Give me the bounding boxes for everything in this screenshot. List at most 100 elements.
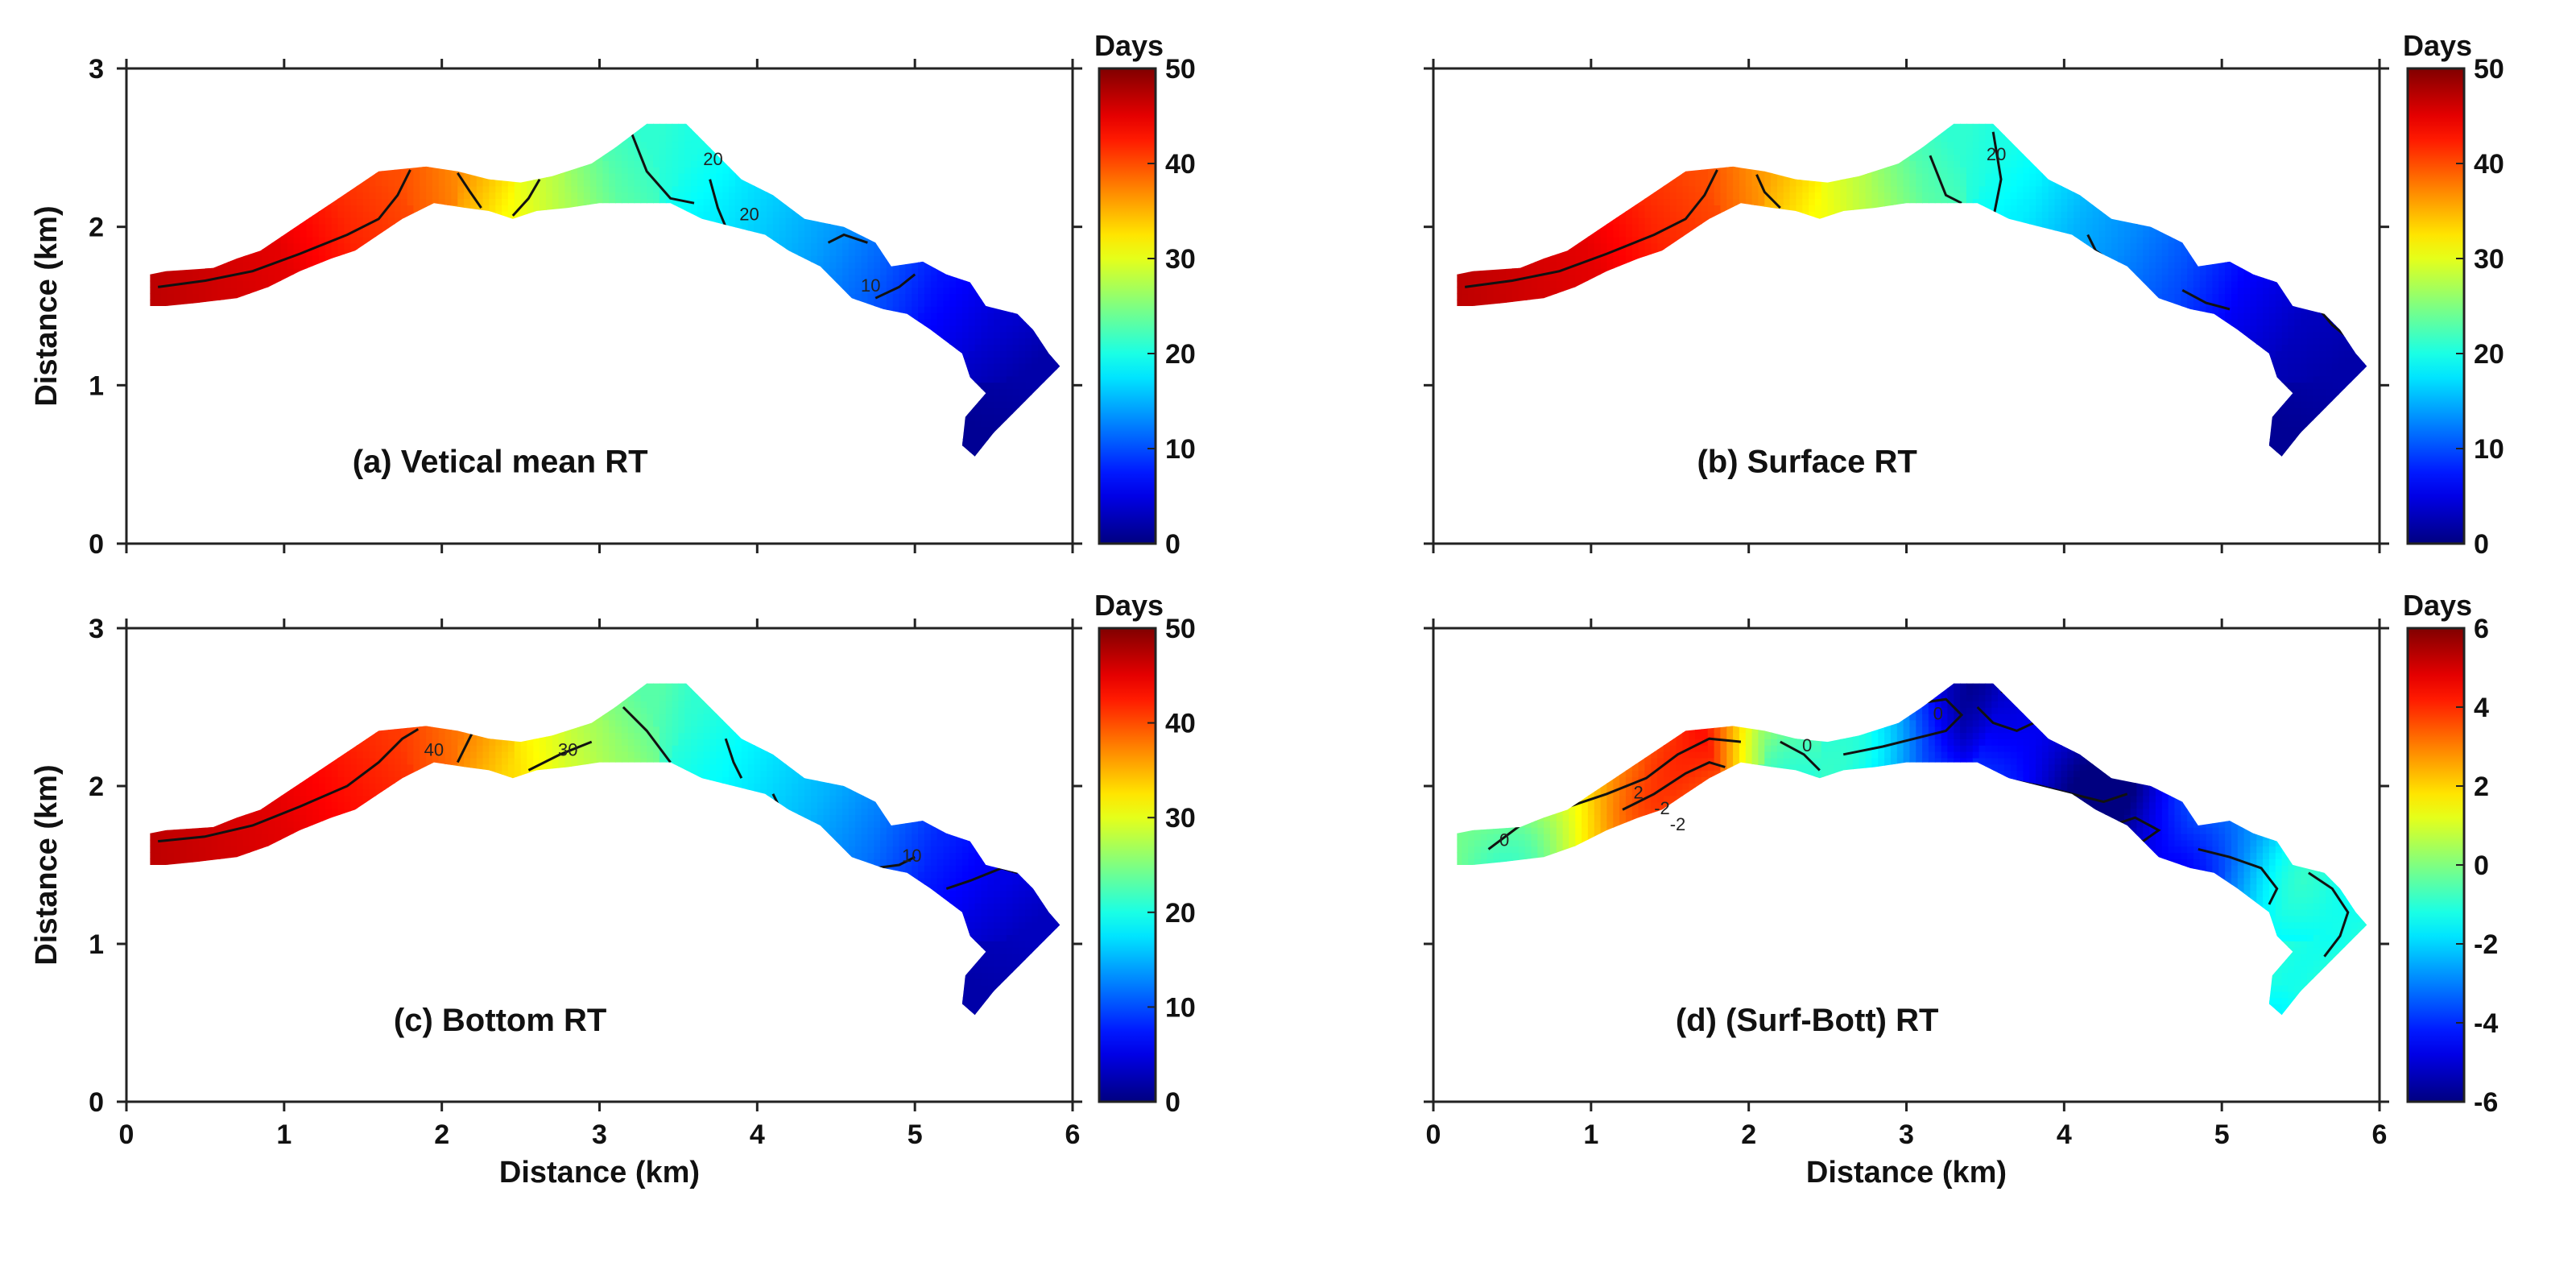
heatmap-cell <box>507 236 515 244</box>
heatmap-cell <box>382 211 389 218</box>
heatmap-cell <box>426 306 433 313</box>
heatmap-cell <box>211 401 219 408</box>
heatmap-cell <box>382 230 389 238</box>
heatmap-cell <box>280 249 288 256</box>
heatmap-cell <box>249 255 257 263</box>
heatmap-cell <box>275 147 282 155</box>
heatmap-cell <box>533 312 540 320</box>
heatmap-cell <box>413 141 420 149</box>
heatmap-cell <box>167 350 175 358</box>
heatmap-cell <box>388 300 395 307</box>
heatmap-cell <box>413 236 420 244</box>
heatmap-cell <box>552 300 560 307</box>
heatmap-cell <box>344 350 351 358</box>
heatmap-cell <box>697 141 705 149</box>
heatmap-cell <box>394 185 402 193</box>
heatmap-cell <box>382 407 389 415</box>
heatmap-cell <box>451 401 458 408</box>
heatmap-cell <box>382 205 389 212</box>
heatmap-cell <box>615 337 622 345</box>
heatmap-cell <box>150 172 155 180</box>
heatmap-cell <box>659 123 667 130</box>
heatmap-cell <box>199 293 206 300</box>
heatmap-cell <box>647 141 654 149</box>
heatmap-cell <box>558 274 566 282</box>
heatmap-cell <box>444 337 453 345</box>
heatmap-cell <box>211 198 219 205</box>
heatmap-cell <box>482 337 490 345</box>
heatmap-cell <box>306 407 313 415</box>
heatmap-cell <box>331 141 339 149</box>
heatmap-cell <box>255 388 263 395</box>
heatmap-cell <box>432 205 440 212</box>
heatmap-cell <box>621 236 629 244</box>
heatmap-cell <box>318 154 326 161</box>
heatmap-cell <box>230 300 238 307</box>
heatmap-cell <box>230 451 238 457</box>
heatmap-cell <box>665 134 673 143</box>
heatmap-cell <box>186 407 193 415</box>
heatmap-cell <box>615 267 622 275</box>
heatmap-cell <box>672 116 680 123</box>
heatmap-cell <box>242 445 250 453</box>
heatmap-cell <box>224 267 231 275</box>
heatmap-cell <box>350 255 358 263</box>
heatmap-cell <box>609 141 616 149</box>
heatmap-cell <box>691 116 698 123</box>
heatmap-cell <box>230 255 238 263</box>
heatmap-cell <box>150 261 155 269</box>
heatmap-cell <box>161 116 168 123</box>
heatmap-cell <box>622 116 629 123</box>
heatmap-cell <box>344 388 351 395</box>
heatmap-cell <box>571 223 578 231</box>
heatmap-cell <box>451 388 458 395</box>
heatmap-cell <box>344 223 351 231</box>
heatmap-cell <box>691 123 698 130</box>
heatmap-cell <box>255 375 263 383</box>
heatmap-cell <box>621 312 629 320</box>
heatmap-cell <box>432 293 440 300</box>
heatmap-cell <box>217 217 225 225</box>
heatmap-cell <box>678 344 685 351</box>
heatmap-cell <box>647 267 654 275</box>
heatmap-cell <box>350 375 358 383</box>
heatmap-cell <box>672 185 680 193</box>
heatmap-cell <box>596 192 604 200</box>
heatmap-cell <box>444 198 453 205</box>
heatmap-cell <box>268 255 275 263</box>
heatmap-cell <box>432 318 440 326</box>
heatmap-cell <box>312 350 320 358</box>
heatmap-cell <box>583 369 591 377</box>
heatmap-cell <box>394 211 402 218</box>
heatmap-cell <box>634 179 642 187</box>
heatmap-cell <box>199 306 206 313</box>
heatmap-cell <box>589 280 597 288</box>
heatmap-cell <box>255 267 263 275</box>
heatmap-cell <box>540 255 547 263</box>
heatmap-cell <box>306 325 313 333</box>
heatmap-cell <box>350 160 358 168</box>
heatmap-cell <box>482 344 490 351</box>
heatmap-cell <box>653 287 660 295</box>
heatmap-cell <box>589 141 597 149</box>
heatmap-cell <box>155 344 162 351</box>
heatmap-cell <box>464 382 471 390</box>
heatmap-cell <box>665 451 673 457</box>
heatmap-cell <box>426 128 433 136</box>
heatmap-cell <box>507 350 515 358</box>
heatmap-cell <box>653 255 660 263</box>
heatmap-cell <box>659 198 667 205</box>
heatmap-cell <box>242 249 250 256</box>
heatmap-cell <box>192 249 200 256</box>
heatmap-cell <box>540 172 547 180</box>
heatmap-cell <box>400 255 408 263</box>
heatmap-cell <box>268 236 275 244</box>
heatmap-cell <box>337 147 345 155</box>
heatmap-cell <box>382 185 389 193</box>
heatmap-cell <box>596 267 604 275</box>
heatmap-cell <box>457 293 465 300</box>
heatmap-cell <box>507 160 515 168</box>
heatmap-cell <box>507 198 515 205</box>
heatmap-cell <box>344 242 351 250</box>
heatmap-cell <box>394 401 402 408</box>
